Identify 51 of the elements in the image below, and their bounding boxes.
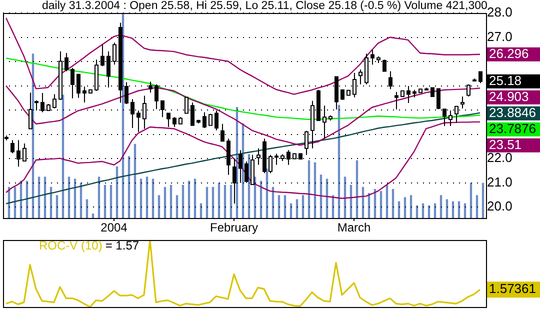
bar [212,186,214,218]
bar [470,182,472,218]
bar [176,195,178,218]
bar [284,195,286,218]
text: 1.57361 [489,281,536,296]
series-label: ROC-V (10) [39,238,102,252]
data-label: 26.296 [489,46,529,61]
y-tick-label: 28.0 [487,4,512,20]
bar [170,184,172,218]
bar [302,195,304,218]
data-label: 23.7876 [489,120,536,136]
bar [224,184,226,218]
bar [140,178,142,218]
bar [152,178,154,218]
bar [218,182,220,218]
bar [380,191,382,218]
y-tick-label: 22.0 [487,150,512,166]
bar [104,184,106,218]
y-tick-label: 21.0 [487,174,512,190]
bar [278,195,280,218]
bar [146,176,148,218]
data-label: 23.51 [489,136,522,152]
y-tick-label: 20.0 [487,198,512,214]
bar [482,182,484,218]
x-tick-label: 2004 [100,220,128,235]
bar [164,186,166,218]
bar [230,184,232,218]
bar [86,199,88,218]
annotation: = 1.57 [105,238,140,252]
text: 25.18 [489,72,522,88]
bar [194,178,196,218]
bar [158,195,160,218]
bar [410,195,412,218]
bar [386,184,388,218]
chart-title: daily 31.3.2004 : Open 25.58, Hi 25.59, Lo 25.11, Close 25.18 (-0.5 %) Volume 421,300 [42,0,488,12]
bar [446,199,448,218]
y-tick-label: 27.0 [487,28,512,44]
bar [476,195,478,218]
bar [182,184,184,218]
bar [206,186,208,218]
bar [92,214,94,218]
bar [56,195,58,218]
bar [392,188,394,218]
x-tick-label: March [337,220,371,235]
bar [440,195,442,218]
bar [404,197,406,218]
data-label: 23.8846 [489,104,536,120]
bar [296,199,298,218]
x-tick-label: February [210,220,258,235]
bar [110,184,112,218]
data-label: 24.903 [489,88,529,104]
